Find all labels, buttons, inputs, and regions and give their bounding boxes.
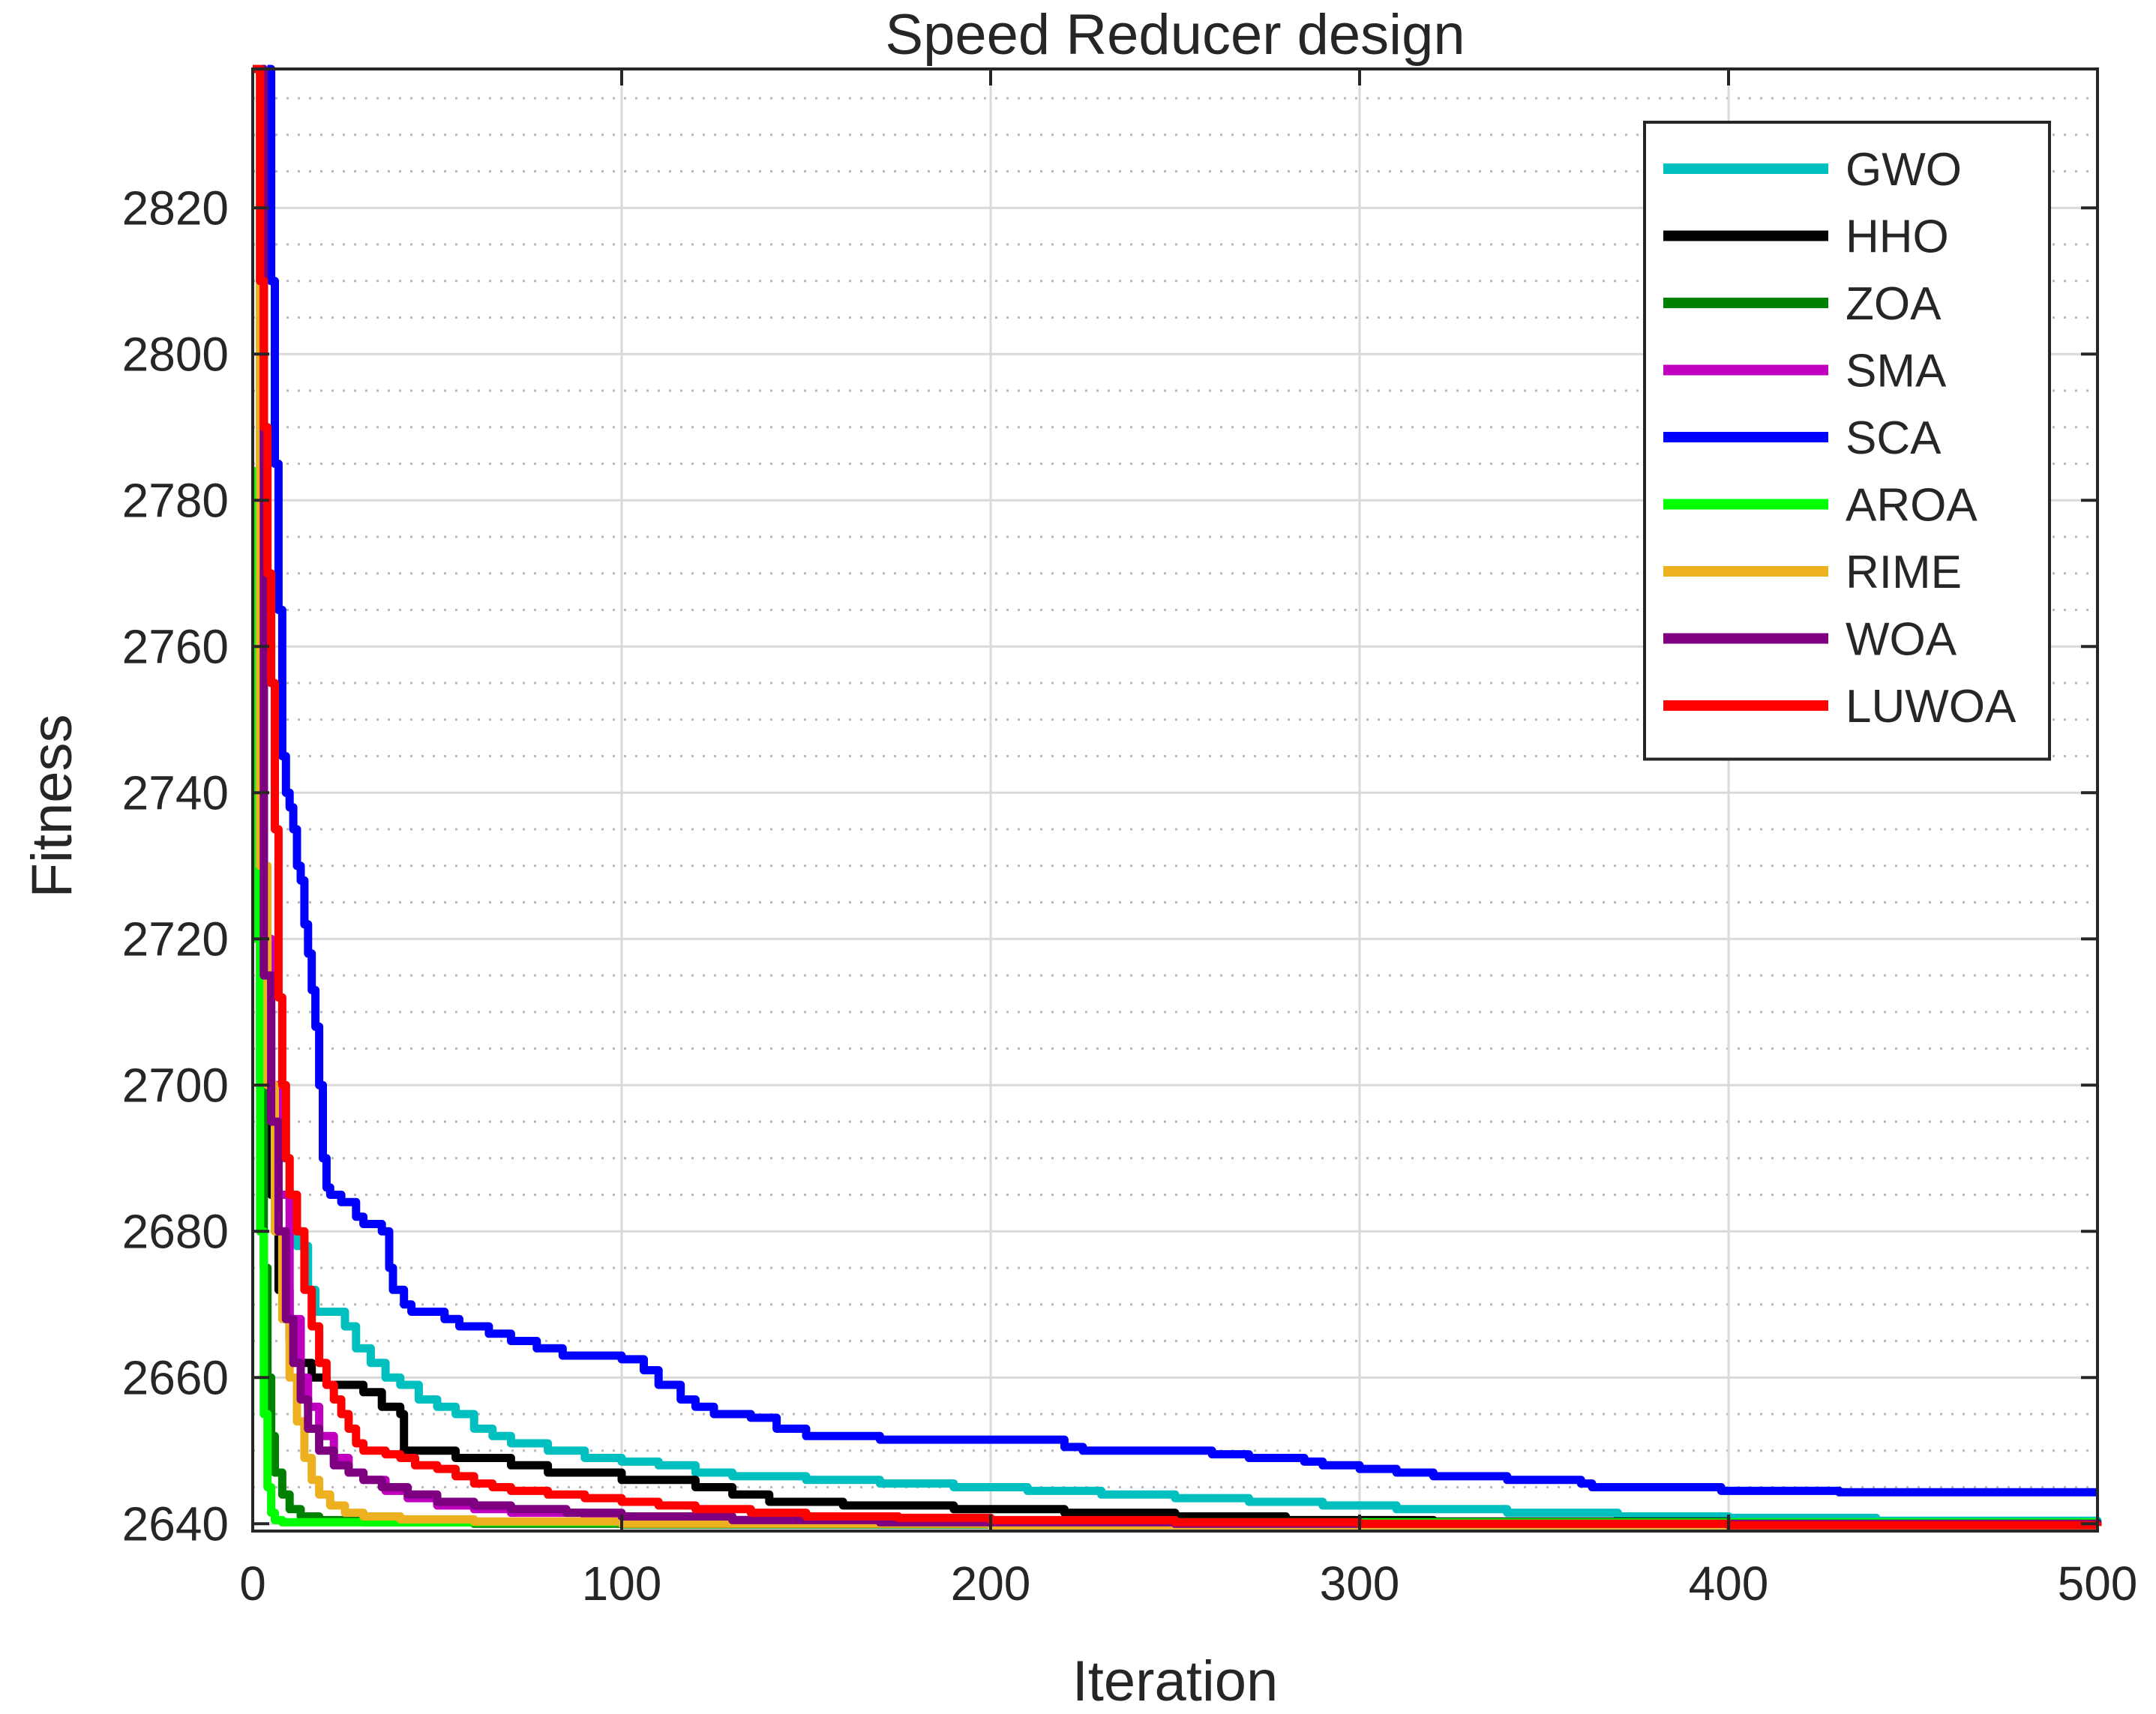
x-tick-label: 200 <box>951 1557 1031 1611</box>
y-tick-label: 2800 <box>122 327 229 381</box>
x-tick-label: 400 <box>1689 1557 1769 1611</box>
y-tick-label: 2740 <box>122 766 229 820</box>
y-tick-label: 2700 <box>122 1058 229 1112</box>
legend-label-hho: HHO <box>1846 211 1949 263</box>
legend-label-zoa: ZOA <box>1846 278 1942 330</box>
legend-label-sma: SMA <box>1846 346 1947 397</box>
legend-label-woa: WOA <box>1846 614 1957 666</box>
y-tick-label: 2660 <box>122 1350 229 1404</box>
legend-label-luwoa: LUWOA <box>1846 681 2017 733</box>
series-lines <box>252 64 2102 1530</box>
y-tick-label: 2760 <box>122 619 229 673</box>
plot-frame <box>251 67 2099 1533</box>
legend-label-rime: RIME <box>1846 547 1962 598</box>
legend-label-aroa: AROA <box>1846 480 1978 532</box>
ticks: 0 100 200 300 400 500 2640 2660 2680 2700 2720 2740… <box>122 69 2138 1611</box>
y-tick-label: 2720 <box>122 912 229 966</box>
x-axis-label: Iteration <box>1072 1650 1279 1713</box>
x-tick-label: 500 <box>2058 1557 2138 1611</box>
y-axis-label: Fitness <box>20 715 84 898</box>
legend-label-sca: SCA <box>1846 412 1942 464</box>
legend: GWO HHO ZOA SMA SCA AROA RIME WOA LUWOA <box>1643 121 2051 761</box>
y-tick-label: 2780 <box>122 473 229 527</box>
series-line-sca <box>267 64 2098 1497</box>
y-tick-label: 2820 <box>122 181 229 235</box>
x-tick-label: 0 <box>239 1557 266 1611</box>
legend-label-gwo: GWO <box>1846 144 1962 196</box>
series-line-woa <box>256 64 2102 1528</box>
x-tick-label: 100 <box>582 1557 662 1611</box>
y-tick-label: 2640 <box>122 1497 229 1551</box>
x-tick-label: 300 <box>1320 1557 1400 1611</box>
series-line-luwoa <box>253 64 2102 1530</box>
chart-title: Speed Reducer design <box>885 3 1465 67</box>
y-tick-label: 2680 <box>122 1204 229 1258</box>
